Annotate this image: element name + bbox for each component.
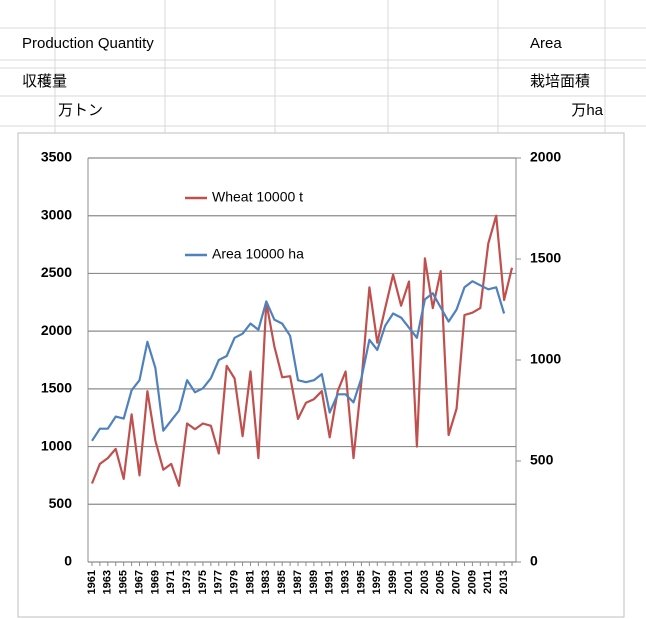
y-tick-label: 2500 — [41, 264, 72, 280]
y2-tick-label: 500 — [530, 452, 554, 468]
x-tick-label: 1979 — [229, 570, 241, 594]
x-tick-label: 2011 — [482, 570, 494, 594]
x-tick-label: 2003 — [419, 570, 431, 594]
x-tick-label: 1993 — [339, 570, 351, 594]
x-tick-label: 1999 — [387, 570, 399, 594]
y2-tick-label: 1500 — [530, 250, 561, 266]
x-tick-label: 1975 — [197, 570, 209, 594]
series-line — [91, 280, 506, 442]
sheet-grid — [0, 0, 646, 133]
legend-label: Area 10000 ha — [212, 246, 304, 262]
x-tick-label: 1977 — [213, 570, 225, 594]
header-text: 栽培面積 — [530, 73, 590, 90]
x-tick-label: 1983 — [260, 570, 272, 594]
y2-tick-label: 1000 — [530, 351, 561, 367]
x-tick-label: 2005 — [435, 570, 447, 594]
x-tick-label: 1985 — [276, 570, 288, 594]
header-text: 収穫量 — [22, 73, 67, 90]
y-tick-label: 3500 — [41, 149, 72, 165]
x-tick-label: 1963 — [102, 570, 114, 594]
x-tick-label: 1973 — [181, 570, 193, 594]
x-tick-label: 2009 — [466, 570, 478, 594]
x-tick-label: 1971 — [165, 570, 177, 594]
x-tick-label: 1981 — [244, 570, 256, 594]
y-tick-label: 3000 — [41, 206, 72, 222]
x-tick-label: 1965 — [118, 570, 130, 594]
y2-tick-label: 0 — [530, 553, 538, 569]
x-tick-label: 1991 — [324, 570, 336, 594]
legend-label: Wheat 10000 t — [212, 189, 303, 205]
y2-tick-label: 2000 — [530, 149, 561, 165]
y-tick-label: 2000 — [41, 322, 72, 338]
y-tick-label: 500 — [49, 495, 73, 511]
x-tick-label: 1961 — [86, 570, 98, 594]
y-tick-label: 1500 — [41, 380, 72, 396]
header-text: Production Quantity — [22, 35, 154, 52]
header-text: 万ha — [571, 102, 603, 119]
x-tick-label: 2007 — [450, 570, 462, 594]
header-text: 万トン — [58, 102, 103, 119]
x-tick-label: 1967 — [133, 570, 145, 594]
chart: 0 500 1000 1500 2000 2500 3000 3500 0 500 1000 1500… — [41, 149, 562, 595]
y-tick-label: 0 — [64, 553, 72, 569]
x-tick-label: 1969 — [149, 570, 161, 594]
x-tick-label: 1997 — [371, 570, 383, 594]
x-tick-label: 2001 — [403, 570, 415, 594]
x-tick-label: 1987 — [292, 570, 304, 594]
x-tick-label: 2013 — [498, 570, 510, 594]
header-text: Area — [530, 35, 562, 52]
x-tick-label: 1995 — [355, 570, 367, 594]
series-line — [90, 214, 514, 487]
x-tick-label: 1989 — [308, 570, 320, 594]
y-tick-label: 1000 — [41, 437, 72, 453]
